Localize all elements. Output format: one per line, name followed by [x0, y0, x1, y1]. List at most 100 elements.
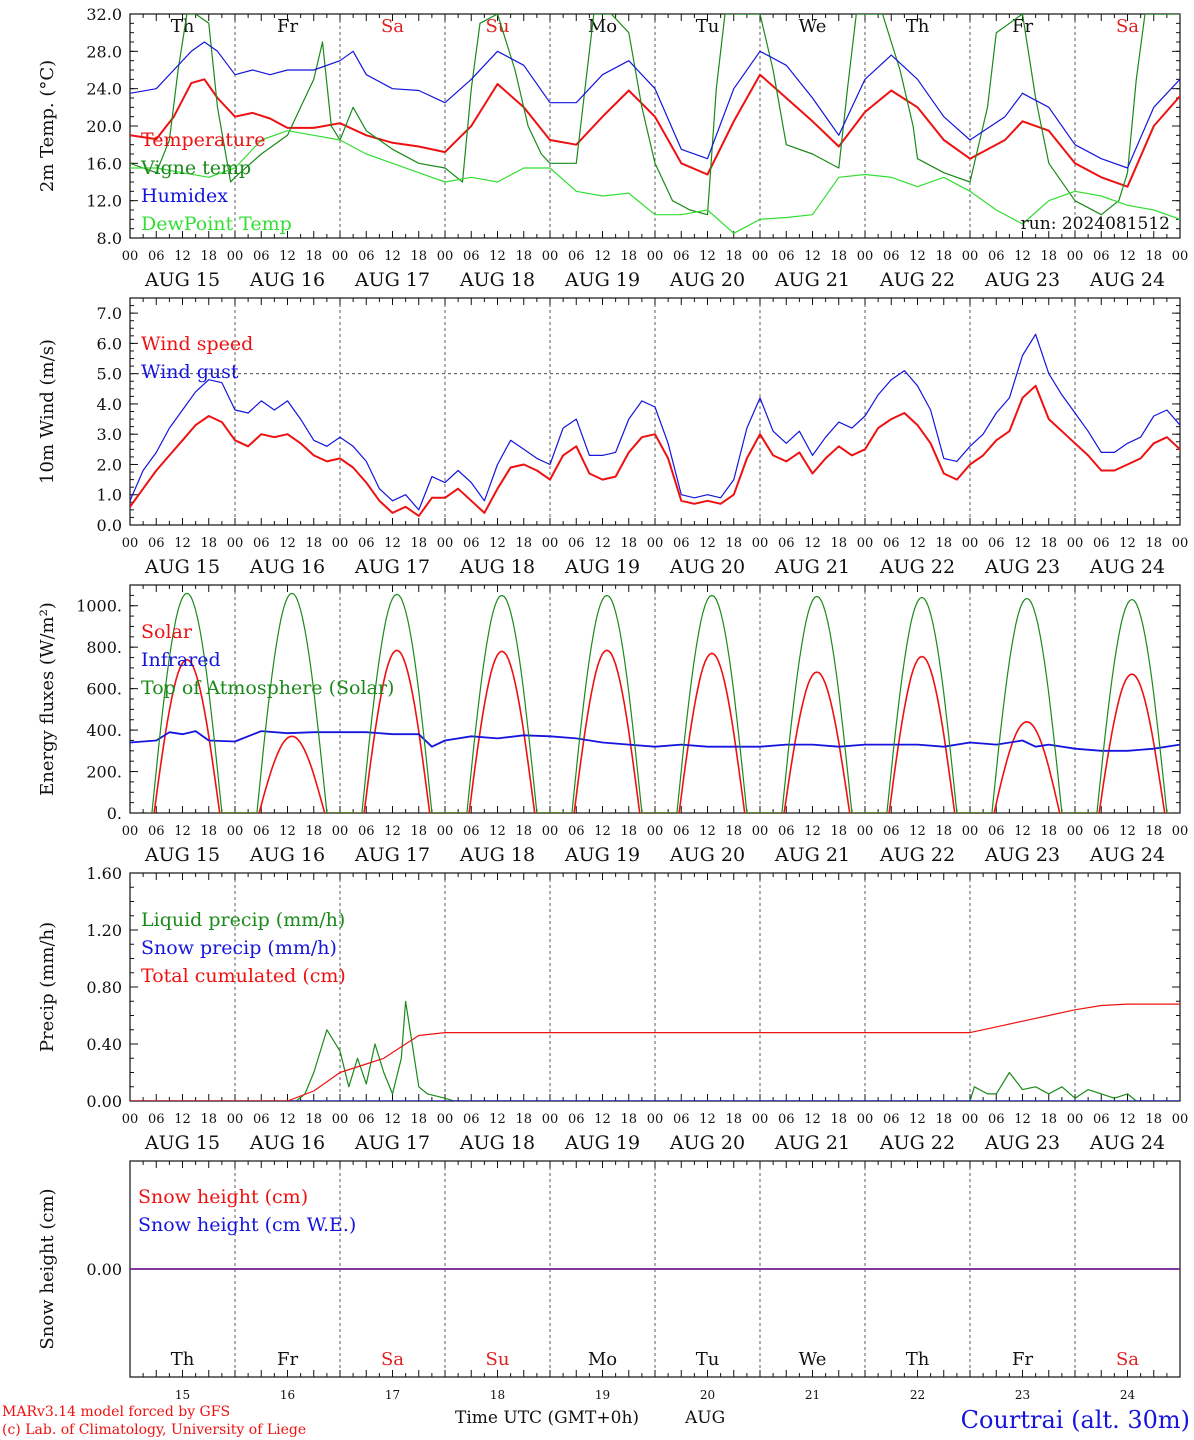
day-name-label: Sa — [381, 16, 404, 37]
x-hour-label: 18 — [410, 536, 427, 551]
x-hour-label: 06 — [778, 536, 795, 551]
legend-entry: Total cumulated (cm) — [141, 965, 346, 987]
x-hour-label: 00 — [647, 249, 664, 264]
x-hour-label: 00 — [647, 824, 664, 839]
y-tick-label: 400. — [86, 721, 122, 740]
x-hour-label: 00 — [122, 536, 139, 551]
x-hour-label: 00 — [227, 249, 244, 264]
legend-entry: Wind gust — [141, 361, 239, 383]
x-hour-label: 12 — [1014, 824, 1031, 839]
y-tick-label: 4.0 — [97, 395, 122, 414]
day-number-label: 18 — [490, 1388, 505, 1402]
x-hour-label: 18 — [1040, 536, 1057, 551]
x-hour-label: 06 — [1093, 536, 1110, 551]
x-hour-label: 00 — [962, 824, 979, 839]
x-date-label: AUG 15 — [144, 556, 220, 578]
legend-entry: Solar — [141, 621, 193, 643]
x-date-label: AUG 18 — [459, 556, 535, 578]
x-hour-label: 18 — [1040, 824, 1057, 839]
x-hour-label: 12 — [384, 1112, 401, 1127]
x-hour-label: 12 — [594, 249, 611, 264]
x-hour-label: 06 — [253, 824, 270, 839]
x-hour-label: 18 — [515, 824, 532, 839]
x-date-label: AUG 18 — [459, 844, 535, 866]
x-hour-label: 00 — [647, 536, 664, 551]
x-hour-label: 12 — [489, 1112, 506, 1127]
x-hour-label: 12 — [909, 536, 926, 551]
x-hour-label: 18 — [935, 536, 952, 551]
x-hour-label: 06 — [1093, 249, 1110, 264]
x-hour-label: 18 — [830, 1112, 847, 1127]
x-hour-label: 12 — [594, 824, 611, 839]
x-hour-label: 00 — [1172, 824, 1189, 839]
legend-entry: Humidex — [141, 185, 228, 207]
x-hour-label: 06 — [358, 536, 375, 551]
y-axis-label: 10m Wind (m/s) — [37, 339, 58, 484]
x-hour-label: 12 — [489, 249, 506, 264]
x-hour-label: 12 — [384, 824, 401, 839]
x-hour-label: 12 — [384, 536, 401, 551]
x-hour-label: 00 — [227, 1112, 244, 1127]
x-hour-label: 00 — [752, 824, 769, 839]
x-date-label: AUG 16 — [249, 269, 325, 291]
x-date-label: AUG 16 — [249, 844, 325, 866]
x-hour-label: 18 — [620, 536, 637, 551]
x-date-label: AUG 15 — [144, 844, 220, 866]
y-axis-label: Energy fluxes (W/m²) — [37, 602, 58, 796]
x-hour-label: 12 — [1119, 824, 1136, 839]
y-tick-label: 24.0 — [86, 80, 122, 99]
x-hour-label: 06 — [883, 824, 900, 839]
legend-entry: Snow precip (mm/h) — [141, 937, 337, 959]
x-date-label: AUG 23 — [984, 269, 1060, 291]
x-hour-label: 18 — [1145, 536, 1162, 551]
x-hour-label: 06 — [253, 249, 270, 264]
x-hour-label: 00 — [1067, 536, 1084, 551]
x-hour-label: 06 — [148, 536, 165, 551]
x-hour-label: 18 — [200, 824, 217, 839]
x-hour-label: 18 — [830, 249, 847, 264]
x-hour-label: 12 — [279, 536, 296, 551]
day-name-label: Su — [486, 16, 510, 37]
y-tick-label: 0.0 — [97, 516, 122, 535]
day-number-label: 23 — [1015, 1388, 1030, 1402]
x-hour-label: 18 — [620, 1112, 637, 1127]
x-hour-label: 12 — [699, 536, 716, 551]
x-hour-label: 18 — [725, 1112, 742, 1127]
x-hour-label: 00 — [962, 249, 979, 264]
x-date-label: AUG 19 — [564, 556, 640, 578]
x-hour-label: 06 — [1093, 824, 1110, 839]
x-hour-label: 06 — [358, 249, 375, 264]
footer-model: MARv3.14 model forced by GFS — [2, 1404, 230, 1420]
day-name-label: Fr — [1012, 1349, 1033, 1370]
x-hour-label: 18 — [830, 536, 847, 551]
day-number-label: 17 — [385, 1388, 400, 1402]
x-hour-label: 18 — [620, 824, 637, 839]
x-date-label: AUG 15 — [144, 1132, 220, 1154]
legend-entry: Temperature — [141, 129, 265, 151]
x-date-label: AUG 16 — [249, 556, 325, 578]
day-name-label: Th — [171, 16, 195, 37]
x-hour-label: 06 — [883, 1112, 900, 1127]
series-line-lightgreen — [130, 130, 1180, 234]
x-hour-label: 18 — [935, 249, 952, 264]
x-hour-label: 00 — [857, 536, 874, 551]
x-date-label: AUG 17 — [354, 269, 430, 291]
x-hour-label: 00 — [1172, 1112, 1189, 1127]
x-hour-label: 12 — [174, 249, 191, 264]
x-date-label: AUG 21 — [774, 844, 850, 866]
x-hour-label: 18 — [305, 536, 322, 551]
x-hour-label: 00 — [752, 536, 769, 551]
x-hour-label: 06 — [568, 1112, 585, 1127]
day-number-label: 16 — [280, 1388, 295, 1402]
y-tick-label: 1000. — [76, 597, 122, 616]
y-tick-label: 6.0 — [97, 334, 122, 353]
x-hour-label: 00 — [962, 1112, 979, 1127]
day-name-label: Fr — [1012, 16, 1033, 37]
x-hour-label: 18 — [1040, 249, 1057, 264]
x-hour-label: 12 — [804, 1112, 821, 1127]
x-hour-label: 18 — [515, 536, 532, 551]
x-hour-label: 06 — [463, 824, 480, 839]
x-hour-label: 06 — [988, 536, 1005, 551]
x-hour-label: 06 — [568, 536, 585, 551]
x-hour-label: 00 — [542, 1112, 559, 1127]
